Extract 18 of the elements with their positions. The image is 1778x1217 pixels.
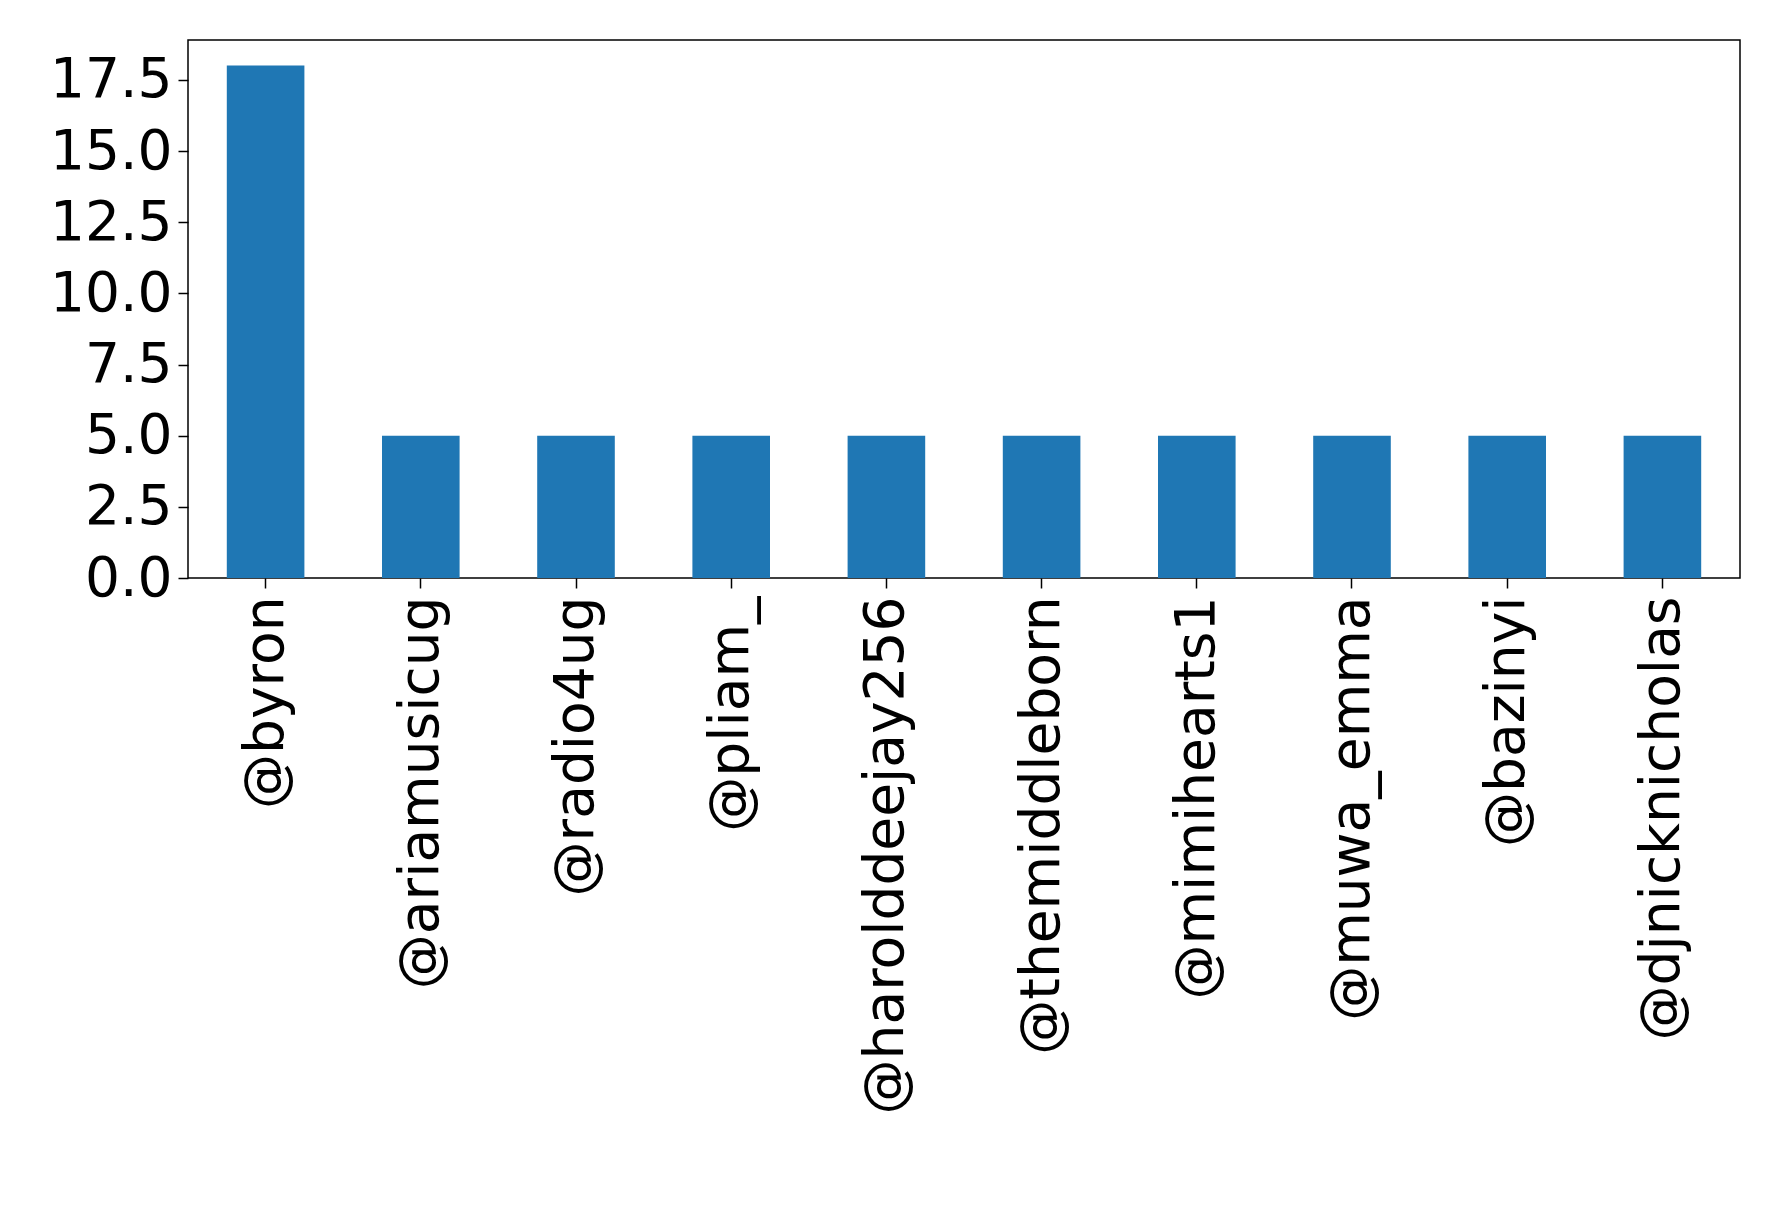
- x-tick-label: @harolddeejay256: [852, 596, 917, 1115]
- x-tick-label: @muwa_emma: [1318, 596, 1382, 1021]
- y-tick-label: 5.0: [85, 402, 173, 467]
- y-tick-label: 2.5: [85, 473, 173, 538]
- x-tick-label: @djnicknicholas: [1628, 596, 1693, 1041]
- x-tick-label: @bazinyi: [1473, 596, 1538, 847]
- y-tick-label: 17.5: [50, 46, 173, 111]
- y-tick-label: 15.0: [50, 117, 173, 182]
- x-tick-label: @ariamusicug: [386, 596, 451, 990]
- y-tick-label: 0.0: [85, 544, 173, 609]
- y-tick-label: 10.0: [50, 259, 173, 324]
- y-tick-label: 12.5: [50, 188, 173, 253]
- x-tick-label: @byron: [231, 596, 296, 809]
- x-tick-label: @mimihearts1: [1162, 596, 1227, 1000]
- x-tick-label: @pliam_: [697, 595, 762, 832]
- x-tick-label: @themiddleborn: [1007, 596, 1072, 1055]
- x-tick-label: @radio4ug: [542, 596, 606, 897]
- y-tick-label: 7.5: [85, 331, 173, 396]
